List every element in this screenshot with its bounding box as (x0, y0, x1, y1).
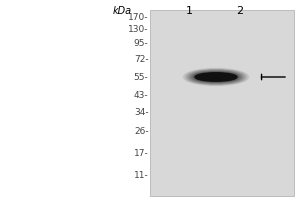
Ellipse shape (192, 72, 240, 82)
Ellipse shape (187, 70, 245, 84)
Ellipse shape (183, 68, 249, 86)
Ellipse shape (185, 69, 247, 85)
Text: 26-: 26- (134, 128, 148, 136)
Text: 2: 2 (236, 6, 244, 16)
Text: 55-: 55- (134, 72, 148, 82)
Ellipse shape (197, 73, 235, 81)
Ellipse shape (193, 72, 239, 82)
Ellipse shape (195, 73, 237, 81)
Text: 11-: 11- (134, 170, 148, 180)
Bar (150, 10, 294, 196)
Text: 17-: 17- (134, 150, 148, 158)
Ellipse shape (203, 75, 229, 79)
Text: 170-: 170- (128, 14, 148, 22)
Text: 43-: 43- (134, 90, 148, 99)
Text: 1: 1 (185, 6, 193, 16)
Ellipse shape (188, 70, 244, 84)
Text: kDa: kDa (113, 6, 132, 16)
Text: 72-: 72- (134, 54, 148, 64)
Ellipse shape (195, 73, 237, 81)
Ellipse shape (200, 74, 232, 80)
Ellipse shape (198, 74, 234, 80)
Text: 34-: 34- (134, 108, 148, 117)
Text: 95-: 95- (134, 38, 148, 47)
Ellipse shape (190, 71, 242, 83)
Ellipse shape (202, 74, 230, 80)
Text: 130-: 130- (128, 24, 148, 33)
